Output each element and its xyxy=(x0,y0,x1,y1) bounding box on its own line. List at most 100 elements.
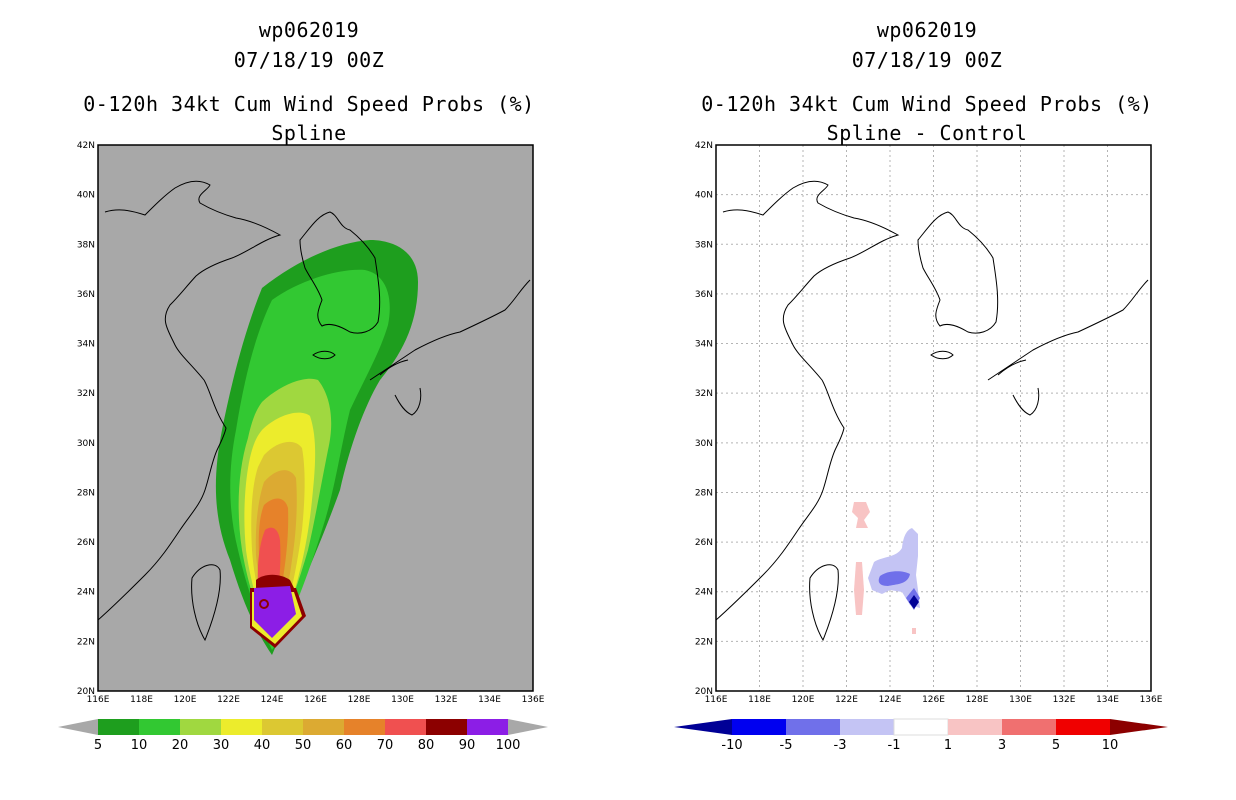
diff-pos1-south xyxy=(912,628,916,634)
colorbar-swatch xyxy=(344,719,385,735)
lon-label: 120E xyxy=(174,695,197,705)
colorbar-label: 60 xyxy=(336,738,353,753)
prob-contour-100 xyxy=(254,586,296,638)
lon-label: 134E xyxy=(478,695,501,705)
colorbar-label: 10 xyxy=(1102,738,1119,753)
lat-label: 32N xyxy=(77,389,95,399)
right-lat-labels: 42N 40N 38N 36N 34N 32N 30N 28N 26N 24N 22N 20N xyxy=(695,141,713,697)
colorbar-label: 70 xyxy=(377,738,394,753)
right-map-svg: 42N 40N 38N 36N 34N 32N 30N 28N 26N 24N 22N 20N 116… xyxy=(674,141,1168,753)
coast-china xyxy=(98,180,282,621)
colorbar-swatch xyxy=(786,719,840,735)
left-map-frame xyxy=(97,144,534,692)
colorbar-high-arrow xyxy=(508,719,548,735)
lon-label: 116E xyxy=(87,695,110,705)
lat-label: 40N xyxy=(77,191,95,201)
lon-label: 116E xyxy=(705,695,728,705)
lat-label: 20N xyxy=(695,687,713,697)
lat-label: 34N xyxy=(695,340,713,350)
lon-label: 128E xyxy=(348,695,371,705)
prob-max-marker xyxy=(259,599,269,609)
colorbar-swatch xyxy=(467,719,508,735)
lat-label: 28N xyxy=(695,488,713,498)
colorbar-high-arrow xyxy=(1110,719,1168,735)
lon-label: 132E xyxy=(435,695,458,705)
colorbar-swatch xyxy=(426,719,467,735)
diff-pos1-west xyxy=(854,562,864,615)
lat-label: 26N xyxy=(695,538,713,548)
lat-label: 30N xyxy=(695,439,713,449)
lat-label: 24N xyxy=(695,588,713,598)
colorbar-label: 100 xyxy=(496,738,521,753)
lon-label: 136E xyxy=(522,695,545,705)
right-colorbar: -10 -5 -3 -1 1 3 5 10 xyxy=(674,718,1168,753)
colorbar-label: 5 xyxy=(94,738,102,753)
lat-label: 34N xyxy=(77,340,95,350)
prob-contour-80 xyxy=(256,574,294,590)
colorbar-label: 80 xyxy=(418,738,435,753)
colorbar-swatch xyxy=(1002,719,1056,735)
colorbar-low-arrow xyxy=(58,719,98,735)
right-lon-labels: 116E 118E 120E 122E 124E 126E 128E 130E 132E 134E… xyxy=(705,695,1163,705)
lon-label: 122E xyxy=(217,695,240,705)
right-product-title: 0-120h 34kt Cum Wind Speed Probs (%) xyxy=(701,92,1153,116)
lon-label: 132E xyxy=(1053,695,1076,705)
lat-label: 38N xyxy=(77,240,95,250)
lon-label: 124E xyxy=(879,695,902,705)
colorbar-swatch xyxy=(139,719,180,735)
diff-neg3 xyxy=(878,571,910,586)
colorbar-label: 20 xyxy=(172,738,189,753)
lon-label: 120E xyxy=(792,695,815,705)
colorbar-label: 1 xyxy=(944,738,952,753)
colorbar-swatch xyxy=(732,719,786,735)
left-subtitle: Spline xyxy=(271,121,347,145)
lon-label: 118E xyxy=(748,695,771,705)
right-gridlines xyxy=(716,145,1151,691)
lon-label: 136E xyxy=(1140,695,1163,705)
lat-label: 20N xyxy=(77,687,95,697)
colorbar-swatch xyxy=(262,719,303,735)
colorbar-label: -5 xyxy=(780,738,793,753)
colorbar-swatch xyxy=(1056,719,1110,735)
lon-label: 126E xyxy=(304,695,327,705)
colorbar-swatch xyxy=(893,718,949,736)
lat-label: 24N xyxy=(77,588,95,598)
lon-label: 118E xyxy=(130,695,153,705)
colorbar-label: 40 xyxy=(254,738,271,753)
coast-korea xyxy=(299,211,381,334)
right-panel: wp062019 07/18/19 00Z 0-120h 34kt Cum Wi… xyxy=(618,0,1236,800)
lon-label: 122E xyxy=(835,695,858,705)
lon-label: 124E xyxy=(261,695,284,705)
colorbar-label: 90 xyxy=(459,738,476,753)
lon-label: 126E xyxy=(922,695,945,705)
lat-label: 36N xyxy=(77,290,95,300)
coast-taiwan xyxy=(191,564,221,642)
diff-neg1-main xyxy=(868,528,920,608)
colorbar-label: -10 xyxy=(721,738,742,753)
colorbar-low-arrow xyxy=(674,719,732,735)
lat-label: 22N xyxy=(695,637,713,647)
colorbar-swatch xyxy=(180,719,221,735)
lat-label: 28N xyxy=(77,488,95,498)
colorbar-swatch xyxy=(221,719,262,735)
left-product-title: 0-120h 34kt Cum Wind Speed Probs (%) xyxy=(83,92,535,116)
right-storm-id: wp062019 xyxy=(876,18,978,42)
coast-japan xyxy=(369,279,531,416)
colorbar-label: 3 xyxy=(998,738,1006,753)
lat-label: 32N xyxy=(695,389,713,399)
left-storm-id: wp062019 xyxy=(258,18,360,42)
colorbar-swatch xyxy=(98,719,139,735)
colorbar-swatch xyxy=(948,719,1002,735)
coast-island-1 xyxy=(312,350,336,360)
lat-label: 22N xyxy=(77,637,95,647)
lon-label: 128E xyxy=(966,695,989,705)
colorbar-label: 50 xyxy=(295,738,312,753)
lat-label: 38N xyxy=(695,240,713,250)
diff-pos1-north xyxy=(852,502,870,528)
diff-neg10 xyxy=(909,595,919,609)
left-lat-labels: 42N 40N 38N 36N 34N 32N 30N 28N 26N 24N 22N 20N xyxy=(77,141,95,697)
left-map-svg: 42N 40N 38N 36N 34N 32N 30N 28N 26N 24N 22N 20N 116… xyxy=(58,141,548,753)
lat-label: 42N xyxy=(77,141,95,151)
right-date: 07/18/19 00Z xyxy=(851,48,1003,72)
colorbar-label: -1 xyxy=(888,738,901,753)
